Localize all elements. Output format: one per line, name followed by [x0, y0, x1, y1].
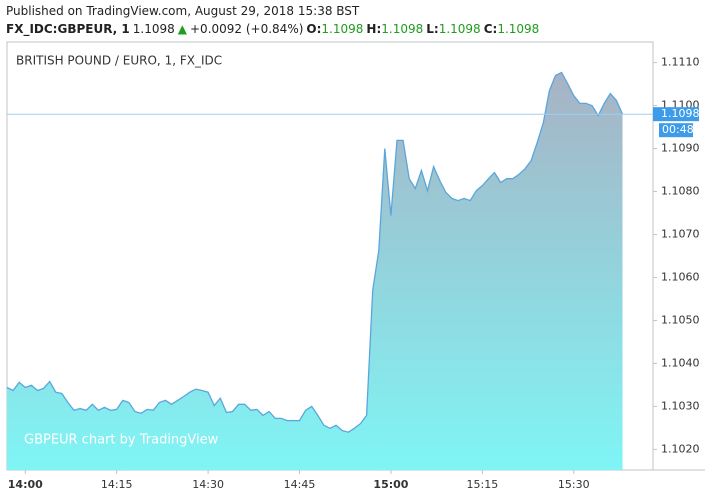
y-tick-label: 1.1110	[661, 56, 700, 69]
y-tick-label: 1.1080	[661, 185, 700, 198]
chart-title: BRITISH POUND / EURO, 1, FX_IDC	[16, 54, 222, 68]
x-tick-label: 14:45	[284, 478, 316, 491]
y-tick-label: 1.1090	[661, 142, 700, 155]
x-tick-label: 15:15	[467, 478, 499, 491]
c-label: C:	[483, 22, 498, 36]
h: 1.1098	[381, 22, 424, 36]
price-label: 1.1098	[661, 107, 700, 120]
symbol: FX_IDC:GBPEUR, 1	[6, 22, 130, 36]
x-tick-label: 14:00	[8, 478, 43, 491]
area-fill	[7, 72, 623, 470]
o: 1.1098	[321, 22, 364, 36]
o-label: O:	[306, 22, 322, 36]
watermark: GBPEUR chart by TradingView	[24, 433, 219, 448]
x-tick-label: 15:00	[373, 478, 408, 491]
plot	[6, 71, 624, 470]
last: 1.1098	[132, 22, 175, 36]
countdown-box	[659, 123, 693, 138]
countdown: 00:48	[662, 123, 694, 136]
arrow: ▲	[177, 22, 187, 36]
quote-row: FX_IDC:GBPEUR, 1 1.1098 ▲ +0.0092 (+0.84%) O…	[6, 20, 542, 38]
published: Published on TradingView.com, August 29,…	[6, 4, 360, 18]
x-tick-label: 14:15	[101, 478, 133, 491]
price-line	[6, 71, 624, 433]
y-tick-label: 1.1070	[661, 228, 700, 241]
change: +0.0092 (+0.84%)	[190, 22, 304, 36]
l: 1.1098	[438, 22, 481, 36]
x-tick-label: 14:30	[192, 478, 224, 491]
y-tick-label: 1.1060	[661, 270, 700, 283]
y-tick-label: 1.1020	[661, 442, 700, 455]
c: 1.1098	[497, 22, 540, 36]
y-tick-label: 1.1050	[661, 313, 700, 326]
y-tick-label: 1.1030	[661, 399, 700, 412]
x-tick-label: 15:30	[558, 478, 590, 491]
y-tick-label: 1.1040	[661, 356, 700, 369]
header: Published on TradingView.com, August 29,…	[6, 2, 542, 38]
price-label-box	[653, 107, 699, 122]
h-label: H:	[366, 22, 382, 36]
l-label: L:	[426, 22, 439, 36]
